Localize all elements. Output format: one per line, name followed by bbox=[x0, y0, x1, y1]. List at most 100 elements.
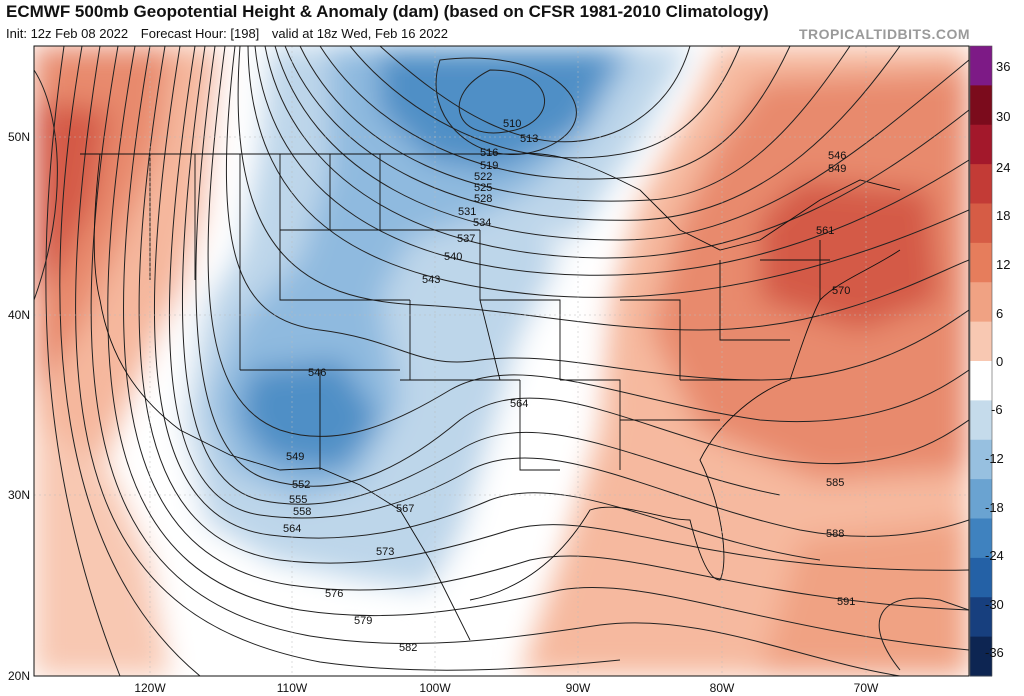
anomaly-warm-east-core bbox=[760, 180, 940, 330]
contour-label: 582 bbox=[399, 642, 417, 654]
contour-label: 543 bbox=[422, 274, 440, 286]
contour-label: 519 bbox=[480, 160, 498, 172]
contour-label: 591 bbox=[837, 596, 855, 608]
colorbar-segment bbox=[970, 479, 992, 520]
contour-label: 558 bbox=[293, 506, 311, 518]
contour-label: 555 bbox=[289, 494, 307, 506]
contour-label: 528 bbox=[474, 193, 492, 205]
lat-label: 20N bbox=[8, 669, 30, 683]
colorbar-tick: 6 bbox=[996, 306, 1003, 321]
longitude-axis: 120W 110W 100W 90W 80W 70W bbox=[134, 681, 879, 695]
contour-label: 561 bbox=[816, 225, 834, 237]
lon-label: 70W bbox=[854, 681, 879, 695]
forecast-hour: Forecast Hour: [198] bbox=[140, 26, 260, 41]
contour-label: 516 bbox=[480, 147, 498, 159]
init-time: Init: 12z Feb 08 2022 bbox=[6, 26, 129, 41]
colorbar-segment bbox=[970, 46, 992, 86]
chart-subtitle: Init: 12z Feb 08 2022 Forecast Hour: [19… bbox=[6, 26, 448, 41]
contour-line bbox=[59, 46, 201, 676]
anomaly-warm-pacific bbox=[34, 420, 170, 676]
lon-label: 80W bbox=[710, 681, 735, 695]
colorbar-tick: -30 bbox=[985, 597, 1004, 612]
contour-label: 552 bbox=[292, 479, 310, 491]
lon-label: 110W bbox=[277, 681, 308, 695]
contour-label: 510 bbox=[503, 118, 521, 130]
contour-label: 537 bbox=[457, 233, 475, 245]
contour-line bbox=[195, 46, 969, 487]
contour-label: 579 bbox=[354, 615, 372, 627]
watermark: TROPICALTIDBITS.COM bbox=[798, 26, 970, 42]
contour-line bbox=[458, 69, 545, 134]
colorbar-tick: 0 bbox=[996, 354, 1003, 369]
colorbar-ticks: 36 30 24 18 12 6 0 -6 -12 -18 -24 -30 -3… bbox=[985, 59, 1010, 660]
colorbar-segment bbox=[970, 85, 992, 126]
grid-lines bbox=[34, 46, 969, 676]
colorbar-segment bbox=[970, 124, 992, 165]
contour-label: 588 bbox=[826, 528, 844, 540]
contour-label: 564 bbox=[510, 398, 528, 410]
latitude-axis: 50N 40N 30N 20N bbox=[8, 130, 30, 683]
lat-label: 50N bbox=[8, 130, 30, 144]
anomaly-neutral-west bbox=[140, 46, 330, 676]
us-canada-border bbox=[80, 153, 901, 251]
contour-label: 522 bbox=[474, 171, 492, 183]
contour-line bbox=[237, 46, 969, 331]
contour-line bbox=[878, 597, 969, 671]
contour-line bbox=[168, 46, 969, 537]
lat-label: 30N bbox=[8, 488, 30, 502]
anomaly-shading bbox=[34, 46, 969, 676]
contour-label: 564 bbox=[283, 523, 301, 535]
valid-time: valid at 18z Wed, Feb 16 2022 bbox=[271, 26, 449, 41]
contour-line bbox=[75, 46, 621, 671]
contour-line bbox=[90, 46, 901, 676]
colorbar-segment bbox=[970, 439, 992, 480]
contour-line bbox=[264, 46, 969, 259]
anomaly-warm-west-core bbox=[34, 100, 110, 300]
colorbar-segment bbox=[970, 321, 992, 362]
colorbar-segment bbox=[970, 361, 992, 401]
contour-label: 570 bbox=[832, 285, 850, 297]
lat-label: 40N bbox=[8, 308, 30, 322]
colorbar-segment bbox=[970, 203, 992, 244]
contour-label: 549 bbox=[286, 451, 304, 463]
west-coast-and-mexico-border bbox=[93, 153, 471, 641]
lon-label: 100W bbox=[419, 681, 451, 695]
height-contours bbox=[34, 46, 969, 676]
contour-line bbox=[274, 46, 969, 241]
colorbar-tick: 18 bbox=[996, 208, 1010, 223]
contour-label: 546 bbox=[828, 150, 846, 162]
contour-line bbox=[435, 57, 577, 155]
contour-label: 573 bbox=[376, 546, 394, 558]
contour-line bbox=[107, 46, 969, 651]
contour-line bbox=[181, 46, 781, 505]
colorbar-segment bbox=[970, 242, 992, 283]
lon-label: 90W bbox=[566, 681, 591, 695]
lon-label: 120W bbox=[134, 681, 166, 695]
colorbar-tick: 24 bbox=[996, 160, 1010, 175]
chart-title: ECMWF 500mb Geopotential Height & Anomal… bbox=[6, 2, 769, 21]
colorbar-segment bbox=[970, 518, 992, 559]
colorbar-tick: 12 bbox=[996, 257, 1010, 272]
contour-labels: 510 513 516 519 522 525 528 531 534 537 … bbox=[283, 118, 855, 654]
anomaly-cold-south-core bbox=[240, 360, 380, 470]
contour-label: 546 bbox=[308, 367, 326, 379]
colorbar-segment bbox=[970, 400, 992, 441]
colorbar-tick: -6 bbox=[991, 402, 1003, 417]
colorbar-frame bbox=[969, 45, 993, 677]
contour-label: 567 bbox=[396, 503, 414, 515]
map-area: 510 513 516 519 522 525 528 531 534 537 … bbox=[34, 46, 969, 676]
contour-label: 531 bbox=[458, 206, 476, 218]
anomaly-neutral-central bbox=[430, 230, 600, 620]
map-frame bbox=[33, 45, 970, 677]
colorbar-tick: 36 bbox=[996, 59, 1010, 74]
colorbar-tick: 30 bbox=[996, 109, 1010, 124]
colorbar-tick: -24 bbox=[985, 548, 1004, 563]
gulf-and-atlantic-coast bbox=[469, 249, 901, 601]
colorbar-segment bbox=[970, 636, 992, 677]
contour-line bbox=[45, 46, 121, 676]
contour-line bbox=[349, 46, 741, 159]
contour-line bbox=[379, 46, 691, 143]
contour-label: 525 bbox=[474, 182, 492, 194]
contour-label: 549 bbox=[828, 163, 846, 175]
